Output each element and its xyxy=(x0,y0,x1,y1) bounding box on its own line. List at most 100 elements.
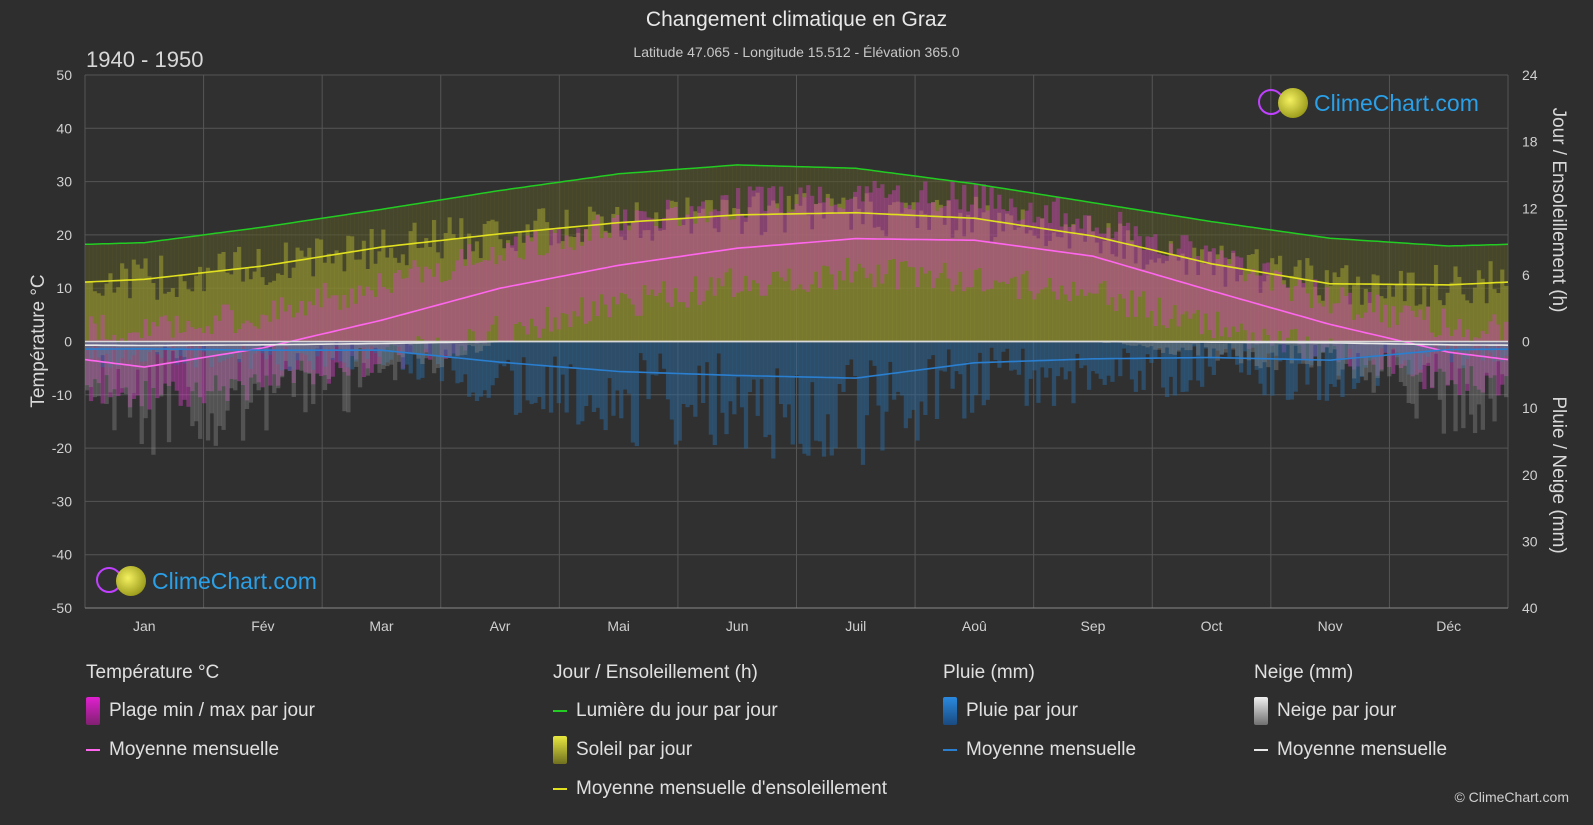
sun-bar xyxy=(1258,292,1263,342)
swatch-temp-mean xyxy=(86,749,100,751)
temp-range-bar xyxy=(915,202,920,288)
sun-bar xyxy=(623,240,628,342)
sun-bar xyxy=(736,208,741,342)
temp-range-bar xyxy=(533,230,538,327)
temp-range-bar xyxy=(482,259,487,344)
sun-bar xyxy=(291,267,296,342)
rain-bar xyxy=(767,341,772,435)
snow-bar xyxy=(1145,341,1150,348)
snow-bar xyxy=(435,341,441,368)
rain-bar xyxy=(587,341,593,396)
snow-bar xyxy=(1153,341,1158,350)
rain-bar xyxy=(350,341,355,370)
snow-bar xyxy=(186,341,191,387)
daylight-bar xyxy=(264,226,269,342)
rain-bar xyxy=(1387,341,1392,354)
snow-bar xyxy=(1293,341,1298,346)
sun-bar xyxy=(1461,294,1466,342)
sun-bar xyxy=(934,199,940,342)
temp-range-bar xyxy=(451,271,456,354)
rain-bar xyxy=(1192,341,1197,347)
snow-bar xyxy=(389,341,394,365)
temp-range-bar xyxy=(1114,231,1119,311)
sun-mean-line xyxy=(84,211,1509,286)
rain-bar xyxy=(1484,341,1489,345)
sun-bar xyxy=(447,217,452,342)
x-tick-label: Sep xyxy=(1080,618,1105,634)
temp-range-bar xyxy=(927,203,932,271)
rain-bar xyxy=(525,341,530,401)
sun-bar xyxy=(1437,300,1443,342)
logo-text: ClimeChart.com xyxy=(152,567,317,594)
temp-range-bar xyxy=(455,260,460,356)
rain-bar xyxy=(470,341,476,393)
rain-bar xyxy=(778,341,784,405)
rain-bar xyxy=(513,341,519,415)
temp-range-bar xyxy=(279,297,285,376)
sun-bar xyxy=(829,198,834,342)
rain-bar xyxy=(810,341,815,383)
daylight-bar xyxy=(174,238,179,342)
temp-range-bar xyxy=(459,249,464,346)
rain-bar xyxy=(166,341,172,360)
temp-range-bar xyxy=(1453,329,1458,385)
temp-range-bar xyxy=(1200,263,1205,335)
sun-bar xyxy=(724,200,729,342)
rain-bar xyxy=(201,341,207,352)
snow-bar xyxy=(463,341,468,355)
temp-range-bar xyxy=(1363,312,1369,365)
rain-bar xyxy=(1266,341,1271,354)
rain-bar xyxy=(1281,341,1287,360)
temp-range-bar xyxy=(825,197,831,267)
logo-top[interactable]: ClimeChart.com xyxy=(1258,88,1479,118)
rain-bar xyxy=(326,341,332,349)
rain-bar xyxy=(478,341,484,397)
temp-range-bar xyxy=(700,201,706,302)
rain-bar xyxy=(985,341,990,400)
snow-bar xyxy=(459,341,464,356)
temp-range-bar xyxy=(1465,329,1470,391)
rain-bar xyxy=(373,341,378,354)
snow-bar xyxy=(342,341,347,412)
sun-bar xyxy=(942,224,947,342)
sun-bar xyxy=(431,219,437,342)
rain-bar xyxy=(1441,341,1447,352)
rain-bar xyxy=(221,341,226,361)
sun-bar xyxy=(747,207,753,342)
temp-range-bar xyxy=(127,332,133,408)
sun-bar xyxy=(1067,248,1072,342)
snow-bar xyxy=(373,341,378,348)
rain-bar xyxy=(1207,341,1213,367)
rain-bar xyxy=(1250,341,1255,348)
logo-bottom[interactable]: ClimeChart.com xyxy=(96,566,317,596)
temp-range-bar xyxy=(993,208,998,281)
rain-bar xyxy=(291,341,296,370)
rain-bar xyxy=(1196,341,1201,381)
temp-range-bar xyxy=(1437,335,1443,369)
snow-bar xyxy=(159,341,164,397)
sun-bar xyxy=(880,230,885,342)
temp-range-bar xyxy=(1254,275,1259,345)
temp-range-bar xyxy=(775,208,780,272)
temp-range-bar xyxy=(981,184,986,292)
snow-bar xyxy=(482,341,487,346)
rain-bar xyxy=(872,341,877,366)
rain-bar xyxy=(1219,341,1224,355)
sun-bar xyxy=(658,230,663,342)
temp-range-bar xyxy=(856,185,862,264)
rain-bar xyxy=(806,341,811,456)
sun-bar xyxy=(494,221,499,342)
temp-range-bar xyxy=(1336,303,1341,363)
rain-bar xyxy=(431,341,437,357)
sun-bar xyxy=(120,263,125,342)
sun-bar xyxy=(560,241,565,342)
snow-bar xyxy=(1297,341,1302,354)
temp-range-bar xyxy=(833,204,838,290)
snow-bar xyxy=(1164,341,1170,348)
rain-bar xyxy=(716,341,721,354)
snow-bar xyxy=(139,341,144,445)
sun-bar xyxy=(1320,300,1326,342)
rain-bar xyxy=(728,341,733,402)
sun-bar xyxy=(853,196,858,342)
temp-range-bar xyxy=(923,181,928,274)
